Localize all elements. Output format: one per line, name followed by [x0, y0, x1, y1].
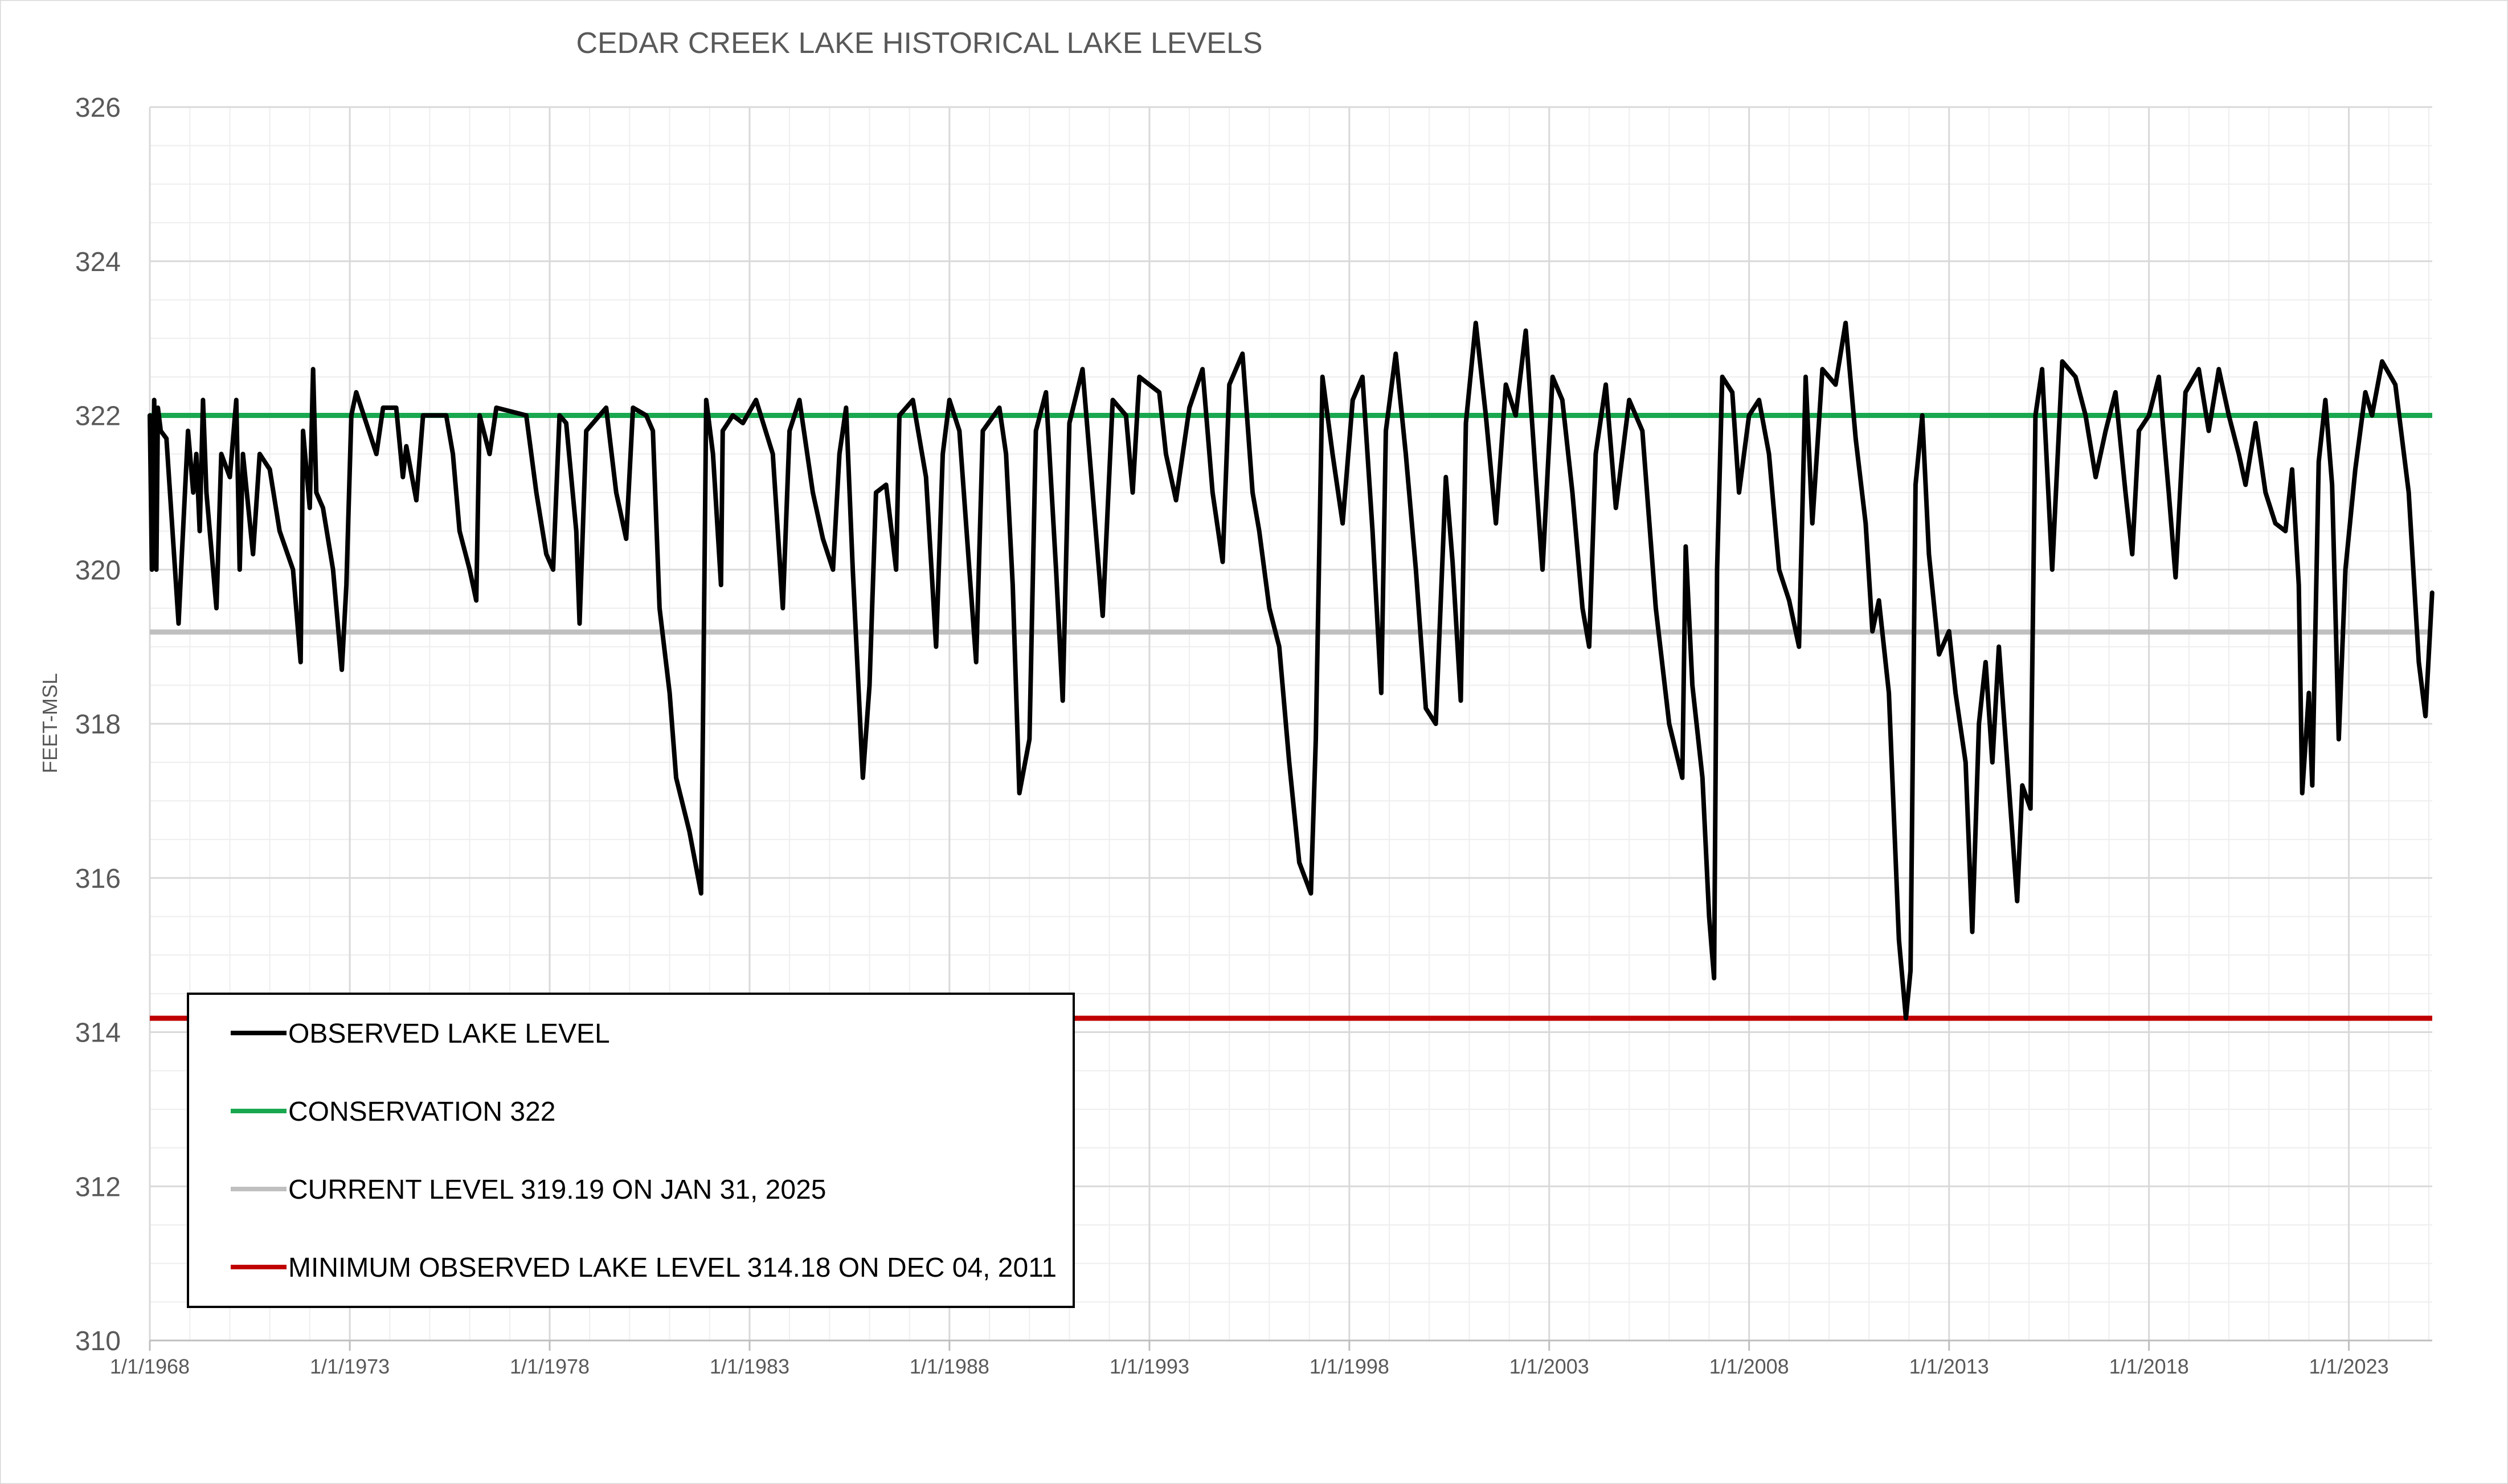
- x-tick-label: 1/1/2013: [1909, 1355, 1989, 1378]
- y-tick-label: 326: [75, 93, 121, 123]
- legend-box: [187, 993, 1075, 1308]
- x-tick-label: 1/1/2018: [2109, 1355, 2189, 1378]
- legend: OBSERVED LAKE LEVEL CONSERVATION 322 CURRE…: [187, 993, 1075, 1308]
- y-tick-label: 322: [75, 401, 121, 432]
- x-tick-label: 1/1/1993: [1110, 1355, 1189, 1378]
- y-tick-label: 318: [75, 710, 121, 740]
- x-tick-label: 1/1/1983: [710, 1355, 789, 1378]
- legend-label-observed: OBSERVED LAKE LEVEL: [288, 1019, 610, 1049]
- observed-lake-level-line: [148, 321, 2435, 1021]
- y-axis-label: FEET-MSL: [38, 673, 62, 773]
- y-tick-label: 324: [75, 247, 121, 277]
- x-tick-label: 1/1/1968: [110, 1355, 190, 1378]
- y-tick-label: 310: [75, 1326, 121, 1356]
- y-tick-label: 314: [75, 1018, 121, 1048]
- chart-title: CEDAR CREEK LAKE HISTORICAL LAKE LEVELS: [576, 27, 1262, 60]
- legend-label-current-level: CURRENT LEVEL 319.19 ON JAN 31, 2025: [288, 1175, 826, 1205]
- observed-series: [148, 321, 2435, 1021]
- legend-label-minimum-level: MINIMUM OBSERVED LAKE LEVEL 314.18 ON DE…: [288, 1253, 1057, 1283]
- legend-label-conservation: CONSERVATION 322: [288, 1097, 555, 1127]
- x-tick-label: 1/1/1988: [910, 1355, 989, 1378]
- y-tick-label: 320: [75, 555, 121, 585]
- x-axis-ticks: 1/1/1968 1/1/1973 1/1/1978 1/1/1983 1/1/1988…: [110, 1340, 2389, 1378]
- x-tick-label: 1/1/2003: [1509, 1355, 1589, 1378]
- x-tick-label: 1/1/2008: [1709, 1355, 1789, 1378]
- x-tick-label: 1/1/1973: [310, 1355, 390, 1378]
- x-tick-label: 1/1/1978: [510, 1355, 590, 1378]
- x-tick-label: 1/1/1998: [1310, 1355, 1389, 1378]
- y-axis-ticks: 310 312 314 316 318 320 322 324 326: [75, 93, 121, 1356]
- y-tick-label: 312: [75, 1172, 121, 1202]
- x-tick-label: 1/1/2023: [2309, 1355, 2388, 1378]
- y-tick-label: 316: [75, 864, 121, 894]
